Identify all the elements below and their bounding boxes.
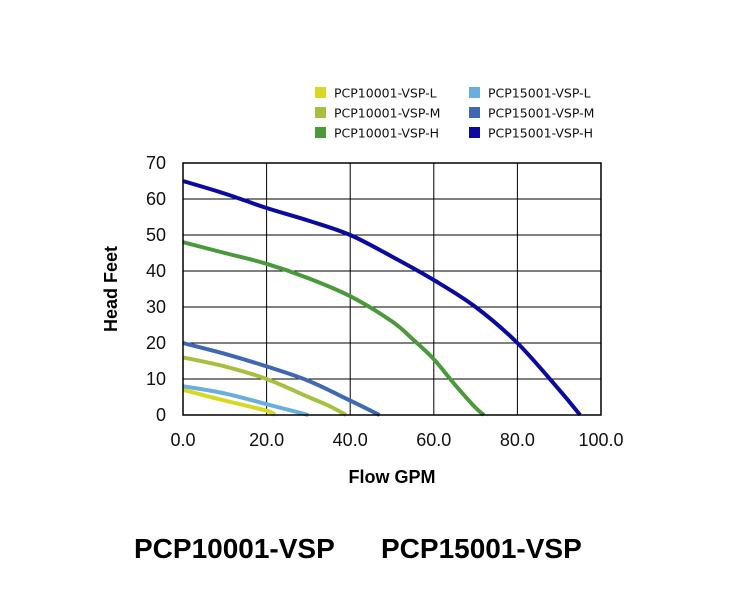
legend-swatch-pcp10001-vsp-l [315, 87, 326, 98]
y-tick-label: 70 [146, 153, 166, 173]
series-line-pcp15001-vsp-l [182, 384, 309, 417]
legend-label-pcp10001-vsp-l: PCP10001-VSP-L [334, 86, 437, 101]
y-tick-label: 10 [146, 369, 166, 389]
x-tick-labels: 0.0 20.0 40.0 60.0 80.0 100.0 [170, 430, 623, 450]
legend-swatch-pcp15001-vsp-m [469, 107, 480, 118]
pump-curve-chart: 0 10 20 30 40 50 60 70 0.0 20.0 40.0 60.0 80.0 100.0… [101, 86, 624, 488]
y-tick-label: 60 [146, 189, 166, 209]
legend-label-pcp15001-vsp-h: PCP15001-VSP-H [488, 126, 593, 141]
series-line-pcp10001-vsp-m [182, 355, 347, 417]
legend-label-pcp15001-vsp-m: PCP15001-VSP-M [488, 106, 594, 121]
x-tick-label: 0.0 [170, 430, 195, 450]
y-tick-label: 30 [146, 297, 166, 317]
x-tick-label: 60.0 [416, 430, 451, 450]
legend-swatch-pcp15001-vsp-l [469, 87, 480, 98]
series-line-pcp10001-vsp-l [182, 387, 277, 417]
y-tick-label: 20 [146, 333, 166, 353]
y-tick-label: 0 [156, 405, 166, 425]
y-axis-title: Head Feet [101, 246, 121, 332]
footer: PCP10001-VSP PCP15001-VSP [0, 533, 750, 573]
series-line-pcp10001-vsp-h [182, 240, 486, 417]
x-axis-title: Flow GPM [349, 467, 436, 487]
model-label-pcp10001: PCP10001-VSP [134, 533, 335, 564]
series-line-pcp15001-vsp-h [182, 179, 582, 417]
x-tick-label: 20.0 [249, 430, 284, 450]
legend-label-pcp10001-vsp-h: PCP10001-VSP-H [334, 126, 439, 141]
x-tick-label: 40.0 [333, 430, 368, 450]
legend-swatch-pcp10001-vsp-m [315, 107, 326, 118]
legend: PCP10001-VSP-L PCP10001-VSP-M PCP10001-VSP… [315, 86, 594, 141]
legend-swatch-pcp15001-vsp-h [469, 127, 480, 138]
model-label-pcp15001: PCP15001-VSP [381, 533, 582, 564]
legend-label-pcp15001-vsp-l: PCP15001-VSP-L [488, 86, 591, 101]
series-layer [182, 179, 582, 417]
plot-frame [182, 162, 602, 416]
x-tick-label: 80.0 [500, 430, 535, 450]
y-tick-label: 50 [146, 225, 166, 245]
legend-label-pcp10001-vsp-m: PCP10001-VSP-M [334, 106, 440, 121]
series-line-pcp15001-vsp-m [182, 341, 381, 417]
y-tick-label: 40 [146, 261, 166, 281]
y-tick-labels: 0 10 20 30 40 50 60 70 [146, 153, 166, 425]
legend-swatch-pcp10001-vsp-h [315, 127, 326, 138]
x-tick-label: 100.0 [578, 430, 623, 450]
